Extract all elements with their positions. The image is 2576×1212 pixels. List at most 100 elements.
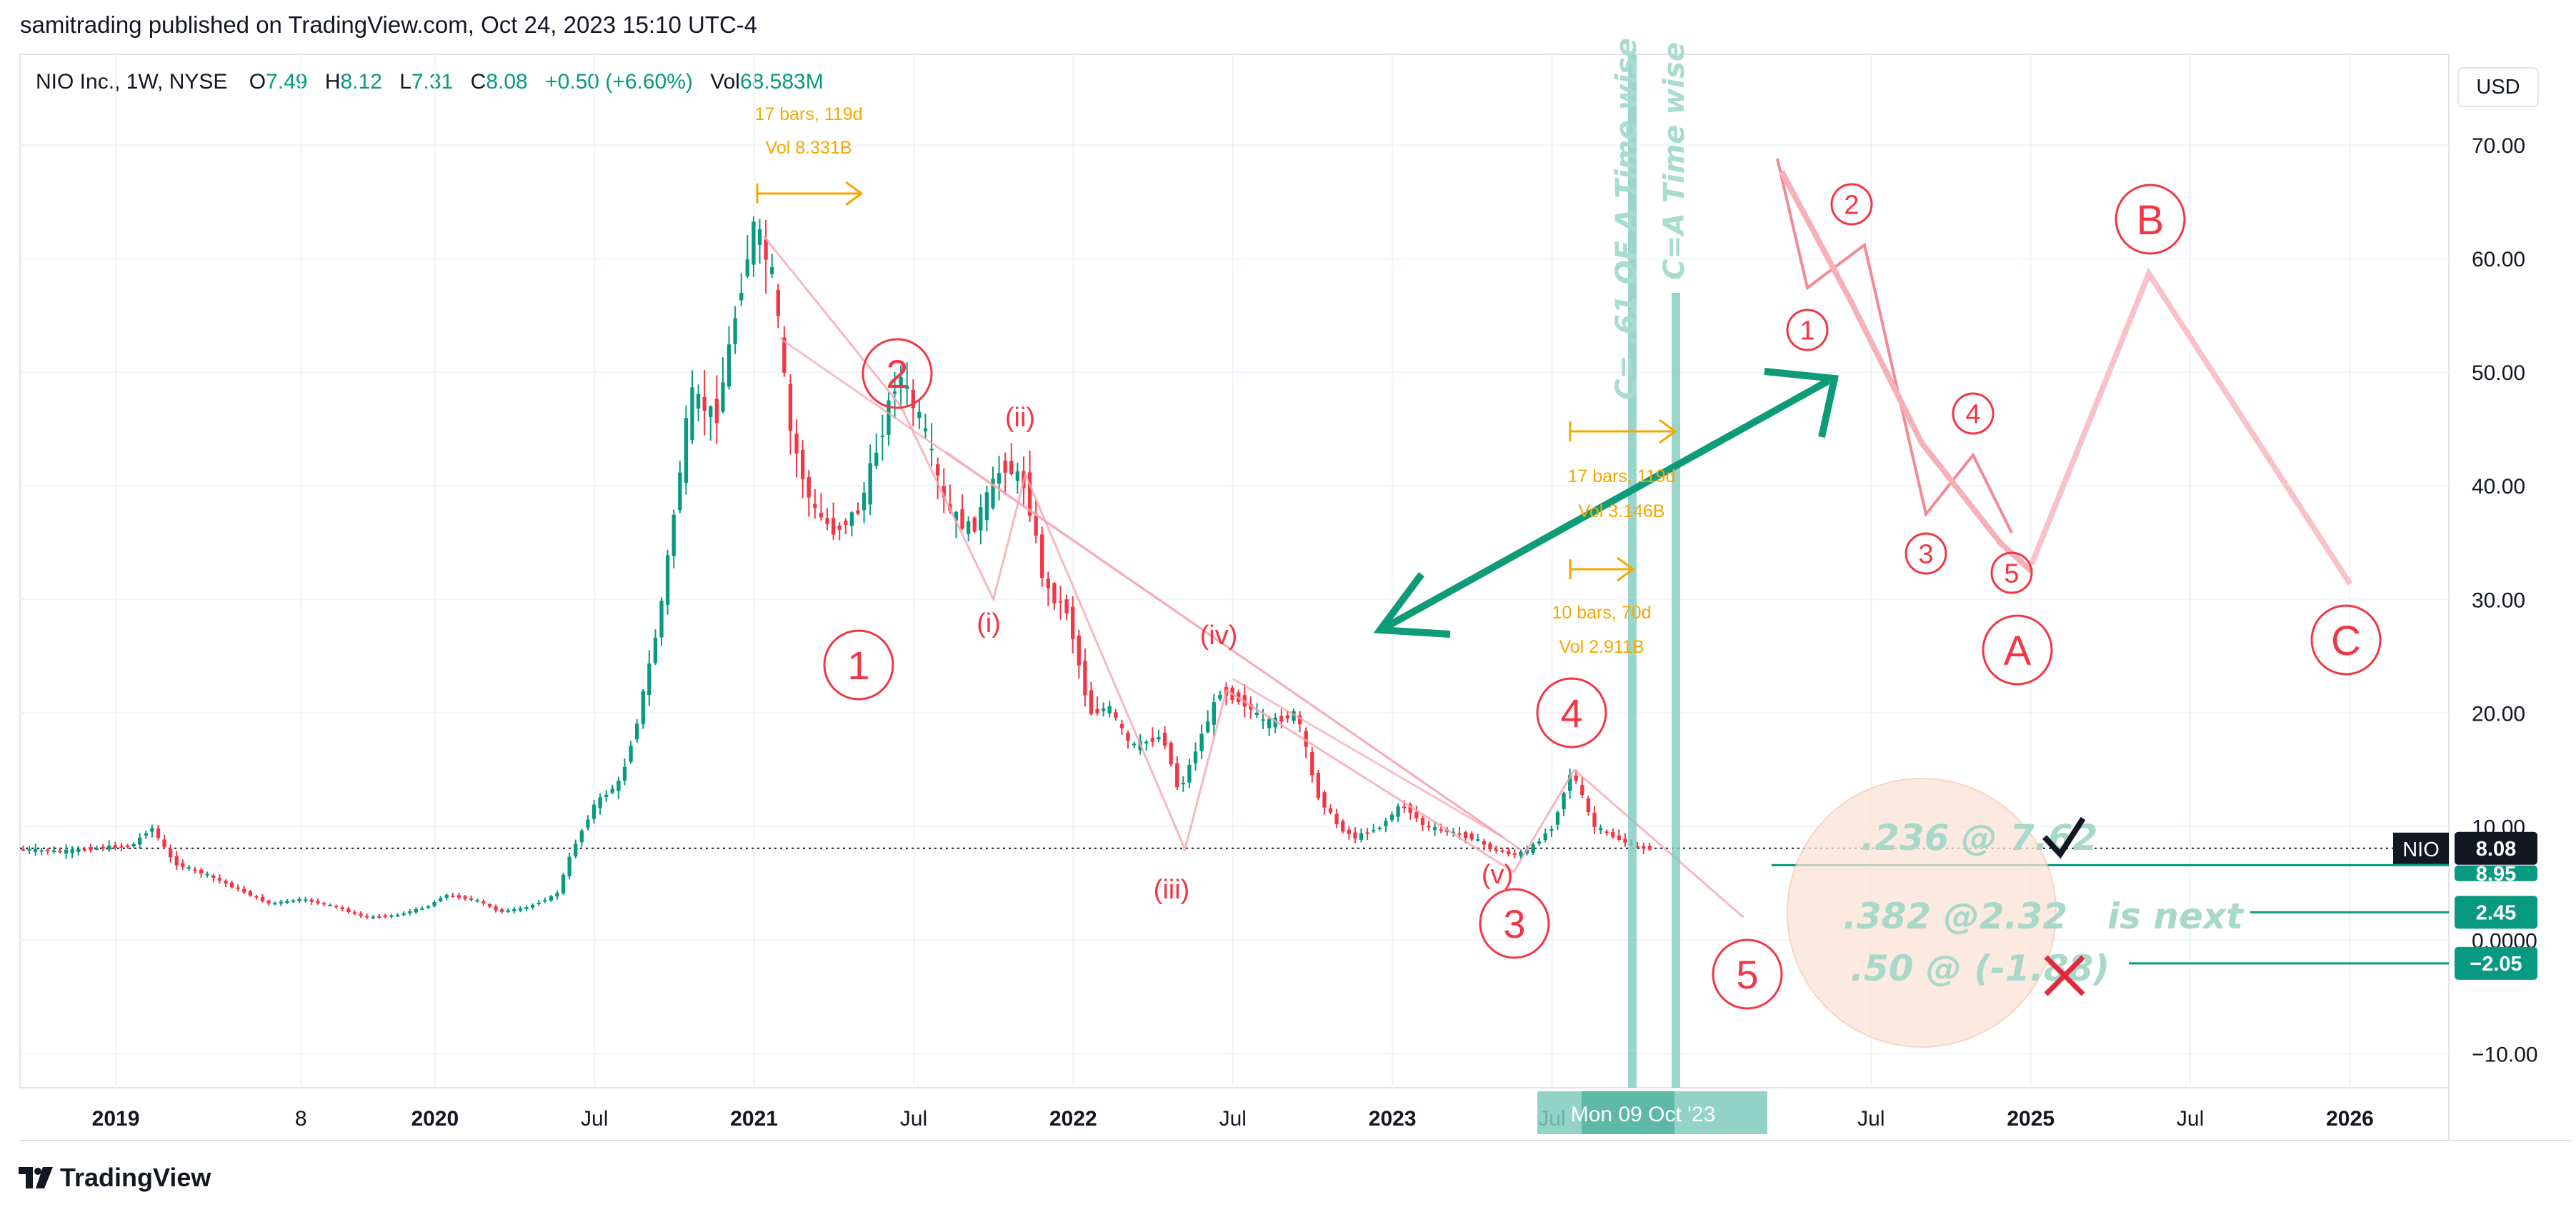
candle-body — [1396, 806, 1400, 817]
candle-body — [1598, 828, 1603, 831]
range-box-2-line2: Vol 3.146B — [1579, 501, 1665, 521]
candle-body — [1157, 737, 1161, 740]
candle-body — [186, 867, 191, 869]
candle-body — [1150, 738, 1155, 742]
candle-body — [279, 901, 283, 904]
candle-body — [1279, 716, 1284, 722]
x-tick-label: Jul — [581, 1107, 608, 1131]
candle-body — [616, 781, 621, 791]
target-zone-circle — [1787, 778, 2057, 1048]
wave-proj-4-circle — [1952, 392, 1995, 435]
candle-body — [591, 804, 596, 819]
legend-open-label: O — [249, 70, 266, 94]
candle-body — [27, 848, 31, 851]
candle-body — [58, 851, 62, 853]
candle-body — [782, 337, 787, 373]
candle-body — [439, 898, 443, 901]
wave-main-4: 4 — [1560, 691, 1582, 736]
wave-abc-B-circle — [2115, 184, 2186, 255]
candle-body — [598, 797, 602, 808]
candle-body — [1457, 833, 1462, 835]
candle-body — [1040, 534, 1044, 579]
wave-proj-1-circle — [1786, 309, 1829, 351]
x-tick-label: 2026 — [2326, 1107, 2374, 1131]
price-tag-bg-0 — [2455, 831, 2537, 865]
candle-body — [181, 863, 185, 867]
publisher-caption: samitrading published on TradingView.com… — [20, 11, 758, 38]
candle-body — [567, 856, 571, 876]
candle-body — [1077, 635, 1081, 666]
wave-proj-2: 2 — [1844, 191, 1859, 221]
candle-body — [414, 908, 419, 913]
price-tag-1: 8.95 — [2476, 863, 2516, 886]
range-arrow-2-head — [1659, 419, 1677, 444]
candle-body — [1218, 694, 1222, 700]
y-tick-label: −10.00 — [2472, 1043, 2538, 1066]
candle-body — [709, 406, 713, 417]
candle-body — [89, 846, 93, 851]
candle-body — [1555, 812, 1560, 825]
candle-body — [229, 882, 234, 888]
candle-body — [979, 507, 983, 531]
candle-body — [1071, 606, 1075, 639]
candle-body — [51, 850, 56, 853]
wave-sub-1: (ii) — [1005, 403, 1035, 433]
candle-body — [46, 849, 50, 851]
candle-body — [352, 912, 357, 914]
candle-body — [1494, 849, 1499, 851]
candle-body — [880, 435, 885, 437]
candle-body — [346, 908, 351, 913]
candle-body — [211, 875, 216, 878]
candle-body — [1347, 829, 1351, 834]
green-arrow-head-left — [1373, 572, 1451, 638]
crosshair-bg-dark — [1582, 1091, 1674, 1134]
candle-body — [138, 837, 142, 845]
candle-body — [1009, 461, 1014, 474]
candle-body — [1083, 661, 1087, 696]
wave-proj-3: 3 — [1918, 540, 1933, 570]
candle-body — [831, 518, 836, 535]
tradingview-logo[interactable]: TradingView — [19, 1163, 211, 1193]
green-arrow-head-right — [1764, 368, 1839, 439]
candle-body — [745, 259, 749, 276]
wave-proj-4: 4 — [1965, 400, 1980, 430]
candle-body — [622, 766, 627, 781]
price-tag-bg-1 — [2455, 865, 2537, 881]
symbol-tag-bg — [2393, 832, 2449, 864]
candle-body — [960, 509, 964, 529]
wave-sub-3: (iv) — [1200, 621, 1238, 651]
symbol-legend: NIO Inc., 1W, NYSE O7.49 H8.12 L7.31 C8.… — [36, 70, 835, 94]
wave-abc-A-circle — [1982, 614, 2053, 686]
candle-body — [536, 902, 541, 904]
candle-body — [456, 895, 461, 898]
candle-body — [942, 486, 946, 498]
candle-body — [481, 901, 486, 904]
candle-body — [757, 229, 762, 245]
trend-lines — [762, 235, 1744, 918]
legend-low-label: L — [399, 70, 411, 94]
candle-body — [923, 428, 928, 431]
currency-button[interactable]: USD — [2457, 67, 2539, 107]
legend-symbol[interactable]: NIO Inc., 1W, NYSE — [36, 70, 228, 94]
legend-high: 8.12 — [340, 70, 382, 94]
candle-body — [1310, 752, 1314, 776]
candle-body — [665, 555, 670, 605]
candle-body — [463, 896, 467, 899]
candle-body — [1334, 813, 1339, 825]
candle-body — [316, 901, 320, 903]
candle-body — [174, 856, 179, 866]
fib-note-382: .382 @2.32 — [1843, 896, 2067, 937]
candle-body — [1414, 811, 1419, 818]
wave-proj-5: 5 — [2004, 559, 2019, 589]
candle-body — [641, 691, 645, 724]
candle-body — [1199, 733, 1204, 751]
legend-close: 8.08 — [486, 70, 528, 94]
candle-body — [401, 913, 406, 916]
candle-body — [432, 902, 436, 906]
candle-body — [1181, 783, 1186, 785]
candle-body — [377, 916, 381, 918]
candle-body — [672, 514, 676, 556]
candle-body — [1015, 471, 1020, 481]
candle-body — [1292, 711, 1296, 721]
